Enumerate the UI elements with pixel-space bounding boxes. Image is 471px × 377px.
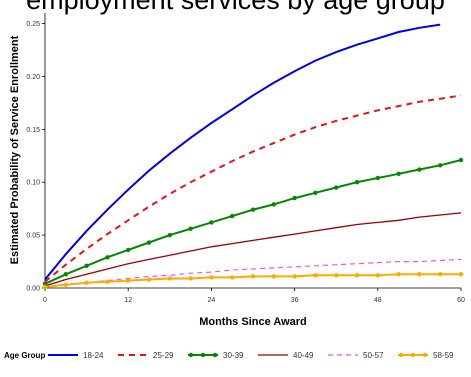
series-point	[271, 274, 276, 279]
series-point	[146, 277, 152, 282]
x-tick-label: 12	[124, 297, 132, 304]
chart-title: employment services by age group	[26, 0, 445, 15]
series-point	[313, 190, 318, 196]
x-tick-label: 24	[208, 297, 216, 304]
series-point	[292, 195, 297, 201]
legend-marker	[188, 352, 194, 358]
y-tick-label: 0.15	[26, 127, 40, 134]
x-tick-label: 60	[457, 297, 465, 304]
x-tick-label: 0	[43, 297, 47, 304]
series-point	[209, 275, 214, 280]
series-line-50-57	[44, 258, 462, 288]
legend: Age Group 18-24 25-29 30-39 40-49 50-57 58-59	[4, 351, 454, 360]
series-point	[354, 180, 360, 185]
legend-item-18-24: 18-24	[48, 351, 104, 360]
series-layer	[42, 23, 464, 290]
series-point	[396, 171, 401, 176]
series-point	[105, 279, 110, 284]
series-line-40-49	[44, 212, 462, 287]
series-point	[230, 275, 235, 280]
series-point	[271, 202, 276, 207]
series-point	[458, 157, 464, 163]
series-point	[209, 220, 214, 225]
series-point	[313, 273, 318, 278]
y-tick-label: 0.05	[26, 233, 40, 240]
x-tick-label: 36	[291, 297, 299, 304]
series-point	[126, 278, 131, 283]
series-point	[84, 280, 89, 285]
axes	[44, 13, 461, 289]
series-point	[458, 272, 464, 277]
series-point	[292, 274, 297, 279]
legend-marker	[422, 352, 428, 358]
series-point	[188, 226, 193, 231]
series-point	[396, 272, 401, 277]
legend-item-30-39: 30-39	[188, 351, 244, 360]
series-point	[334, 185, 339, 190]
series-point	[250, 207, 256, 212]
series-point	[334, 273, 339, 278]
legend-marker	[410, 352, 416, 358]
series-point	[63, 282, 68, 288]
legend-label: 40-49	[293, 351, 314, 360]
y-ticks: 0.00 0.05 0.10 0.15 0.20 0.25	[26, 21, 45, 293]
legend-label: 50-57	[363, 351, 384, 360]
legend-item-58-59: 58-59	[398, 351, 454, 360]
x-axis-title: Months Since Award	[199, 316, 307, 328]
y-tick-label: 0.20	[26, 74, 40, 81]
y-tick-label: 0.25	[26, 21, 40, 28]
legend-marker	[398, 352, 404, 358]
legend-marker	[200, 352, 206, 358]
series-point	[167, 232, 172, 238]
y-tick-label: 0.00	[26, 286, 40, 293]
series-point	[126, 247, 131, 253]
legend-label: 18-24	[83, 351, 104, 360]
legend-label: 58-59	[433, 351, 454, 360]
series-line-25-29	[44, 94, 462, 283]
legend-label: 30-39	[223, 351, 244, 360]
legend-title: Age Group	[4, 351, 45, 360]
legend-label: 25-29	[153, 351, 174, 360]
legend-marker	[212, 352, 218, 358]
legend-item-25-29: 25-29	[118, 351, 174, 360]
legend-item-50-57: 50-57	[328, 351, 384, 360]
x-tick-label: 48	[374, 297, 382, 304]
series-point	[105, 255, 110, 260]
series-point	[417, 272, 422, 277]
series-point	[230, 213, 235, 219]
series-point	[438, 272, 443, 277]
series-point	[354, 273, 360, 278]
series-point	[146, 240, 152, 245]
x-ticks: 0 12 24 36 48 60	[43, 288, 465, 304]
series-line-30-39	[44, 159, 462, 285]
series-point	[417, 167, 422, 172]
series-point	[42, 281, 48, 286]
series-point	[250, 274, 256, 279]
series-point	[375, 175, 380, 181]
series-point	[375, 273, 380, 278]
series-point	[438, 163, 443, 168]
series-line-18-24	[44, 23, 441, 281]
series-point	[42, 284, 48, 290]
y-axis-title: Estimated Probability of Service Enrollm…	[9, 35, 21, 264]
series-point	[188, 276, 193, 281]
legend-item-40-49: 40-49	[258, 351, 314, 360]
series-point	[63, 272, 68, 277]
series-point	[84, 263, 89, 268]
y-tick-label: 0.10	[26, 180, 40, 187]
series-point	[167, 276, 172, 281]
